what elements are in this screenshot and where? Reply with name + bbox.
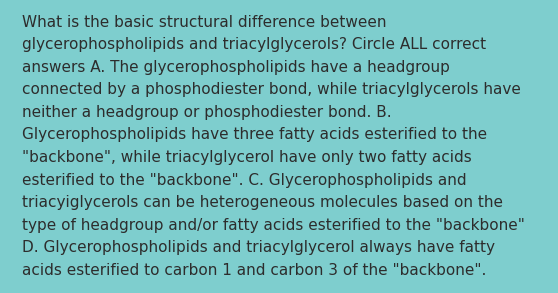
Text: esterified to the "backbone". C. Glycerophospholipids and: esterified to the "backbone". C. Glycero…	[22, 173, 467, 188]
Text: glycerophospholipids and triacylglycerols? Circle ALL correct: glycerophospholipids and triacylglycerol…	[22, 37, 487, 52]
Text: acids esterified to carbon 1 and carbon 3 of the "backbone".: acids esterified to carbon 1 and carbon …	[22, 263, 487, 278]
Text: neither a headgroup or phosphodiester bond. B.: neither a headgroup or phosphodiester bo…	[22, 105, 392, 120]
Text: type of headgroup and/or fatty acids esterified to the "backbone": type of headgroup and/or fatty acids est…	[22, 218, 525, 233]
Text: connected by a phosphodiester bond, while triacylglycerols have: connected by a phosphodiester bond, whil…	[22, 82, 521, 97]
Text: D. Glycerophospholipids and triacylglycerol always have fatty: D. Glycerophospholipids and triacylglyce…	[22, 240, 496, 255]
Text: "backbone", while triacylglycerol have only two fatty acids: "backbone", while triacylglycerol have o…	[22, 150, 472, 165]
Text: Glycerophospholipids have three fatty acids esterified to the: Glycerophospholipids have three fatty ac…	[22, 127, 488, 142]
Text: answers A. The glycerophospholipids have a headgroup: answers A. The glycerophospholipids have…	[22, 60, 450, 75]
Text: triacyiglycerols can be heterogeneous molecules based on the: triacyiglycerols can be heterogeneous mo…	[22, 195, 503, 210]
Text: What is the basic structural difference between: What is the basic structural difference …	[22, 15, 387, 30]
